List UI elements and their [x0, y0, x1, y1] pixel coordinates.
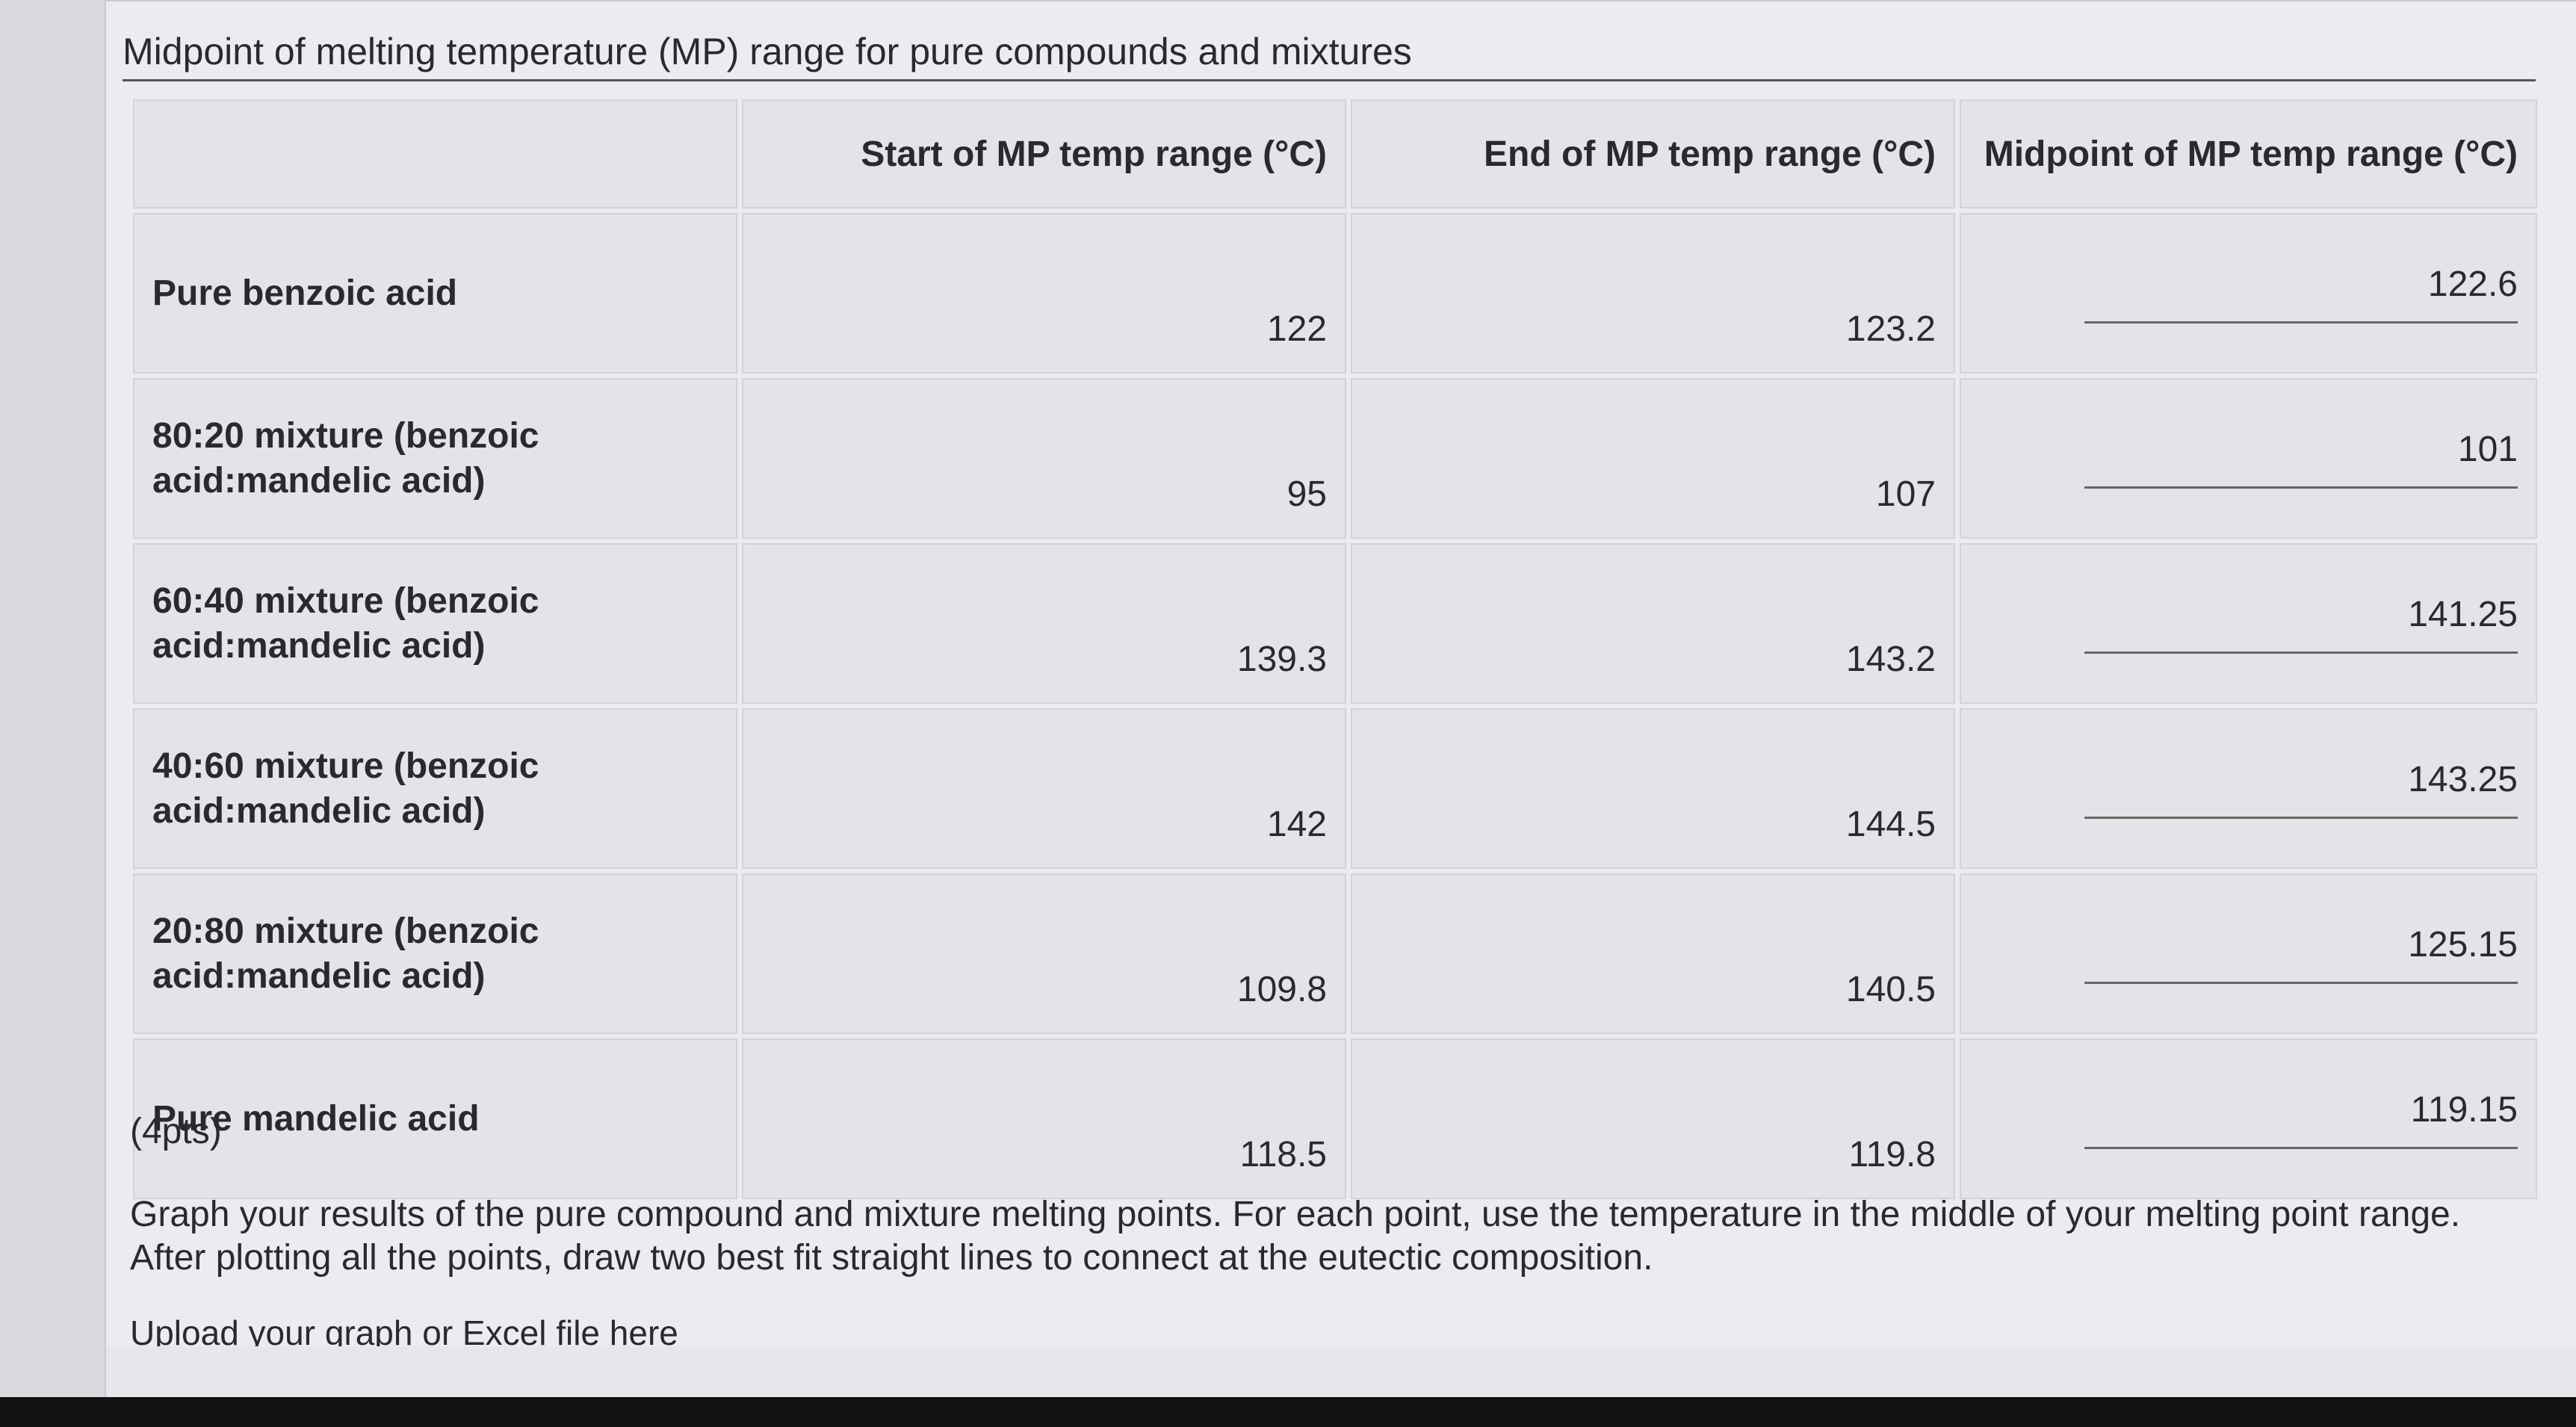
midpoint-input[interactable]: 122.6	[2084, 264, 2518, 324]
table-row: 40:60 mixture (benzoic acid:mandelic aci…	[133, 708, 2537, 869]
midpoint-cell: 101	[1960, 378, 2537, 539]
midpoint-cell: 122.6	[1960, 213, 2537, 374]
table-row: 80:20 mixture (benzoic acid:mandelic aci…	[133, 378, 2537, 539]
value-cell: 139.3	[742, 543, 1346, 704]
midpoint-cell: 125.15	[1960, 873, 2537, 1034]
midpoint-input[interactable]: 119.15	[2084, 1089, 2518, 1149]
row-label: 60:40 mixture (benzoic acid:mandelic aci…	[133, 543, 737, 704]
results-table: Start of MP temp range (°C) End of MP tem…	[129, 95, 2542, 1204]
row-label: 20:80 mixture (benzoic acid:mandelic aci…	[133, 873, 737, 1034]
value-cell: 122	[742, 213, 1346, 374]
midpoint-input[interactable]: 125.15	[2084, 924, 2518, 984]
midpoint-input[interactable]: 143.25	[2084, 759, 2518, 819]
instructions: Graph your results of the pure compound …	[130, 1195, 2461, 1278]
table-row: 60:40 mixture (benzoic acid:mandelic aci…	[133, 543, 2537, 704]
midpoint-cell: 119.15	[1960, 1038, 2537, 1199]
value-cell: 123.2	[1351, 213, 1955, 374]
table-row: 20:80 mixture (benzoic acid:mandelic aci…	[133, 873, 2537, 1034]
value-cell: 144.5	[1351, 708, 1955, 869]
value-cell: 95	[742, 378, 1346, 539]
value-cell: 140.5	[1351, 873, 1955, 1034]
row-label: Pure benzoic acid	[133, 213, 737, 374]
header-row: Start of MP temp range (°C) End of MP tem…	[133, 99, 2537, 208]
table-row: Pure benzoic acid 122 123.2 122.6	[133, 213, 2537, 374]
midpoint-cell: 143.25	[1960, 708, 2537, 869]
screen-bezel	[0, 1397, 2576, 1427]
header-cell	[133, 99, 737, 208]
value-cell: 118.5	[742, 1038, 1346, 1199]
header-cell: Start of MP temp range (°C)	[742, 99, 1346, 208]
value-cell: 109.8	[742, 873, 1346, 1034]
midpoint-cell: 141.25	[1960, 543, 2537, 704]
value-cell: 143.2	[1351, 543, 1955, 704]
table-row: Pure mandelic acid 118.5 119.8 119.15	[133, 1038, 2537, 1199]
value-cell: 107	[1351, 378, 1955, 539]
table-body: Pure benzoic acid 122 123.2 122.6 80:20 mixt…	[133, 213, 2537, 1199]
midpoint-input[interactable]: 101	[2084, 429, 2518, 489]
header-cell: End of MP temp range (°C)	[1351, 99, 1955, 208]
row-label: 80:20 mixture (benzoic acid:mandelic aci…	[133, 378, 737, 539]
side-strip	[0, 0, 106, 1397]
points-label: (4pts)	[130, 1112, 222, 1151]
table-title: Midpoint of melting temperature (MP) ran…	[123, 30, 2536, 81]
upload-link[interactable]: Upload your graph or Excel file here	[130, 1313, 678, 1346]
midpoint-input[interactable]: 141.25	[2084, 594, 2518, 654]
content-panel: Midpoint of melting temperature (MP) ran…	[106, 0, 2576, 1346]
header-cell: Midpoint of MP temp range (°C)	[1960, 99, 2537, 208]
value-cell: 142	[742, 708, 1346, 869]
row-label: 40:60 mixture (benzoic acid:mandelic aci…	[133, 708, 737, 869]
value-cell: 119.8	[1351, 1038, 1955, 1199]
row-label: Pure mandelic acid	[133, 1038, 737, 1199]
